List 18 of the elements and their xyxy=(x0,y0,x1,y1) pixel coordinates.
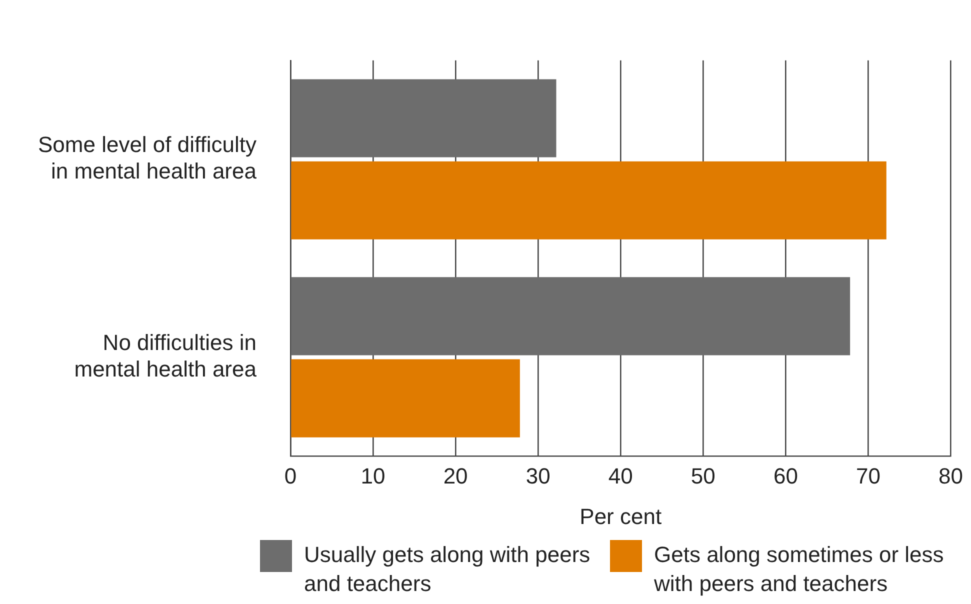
bar xyxy=(291,359,520,438)
legend-label: Gets along sometimes or less with peers and teachers xyxy=(654,541,944,598)
y-tick-label: Some level of difficulty in mental health area xyxy=(38,132,258,184)
x-tick-label: 60 xyxy=(773,463,798,488)
x-tick-label: 10 xyxy=(360,463,386,488)
bar xyxy=(291,277,850,356)
x-tick-label: 20 xyxy=(443,463,468,488)
x-tick-label: 0 xyxy=(284,463,297,488)
x-tick-label: 70 xyxy=(856,463,880,488)
x-tick-label: 30 xyxy=(526,463,550,488)
x-tick-label: 80 xyxy=(938,463,964,488)
bar xyxy=(291,79,556,158)
x-tick-label: 50 xyxy=(690,463,716,488)
x-tick-label: 40 xyxy=(608,463,633,488)
legend-label: Usually gets along with peers and teachers xyxy=(304,541,592,598)
x-axis-title: Per cent xyxy=(580,504,662,529)
bar xyxy=(291,161,886,240)
y-tick-label: No difficulties in mental health area xyxy=(74,330,258,382)
